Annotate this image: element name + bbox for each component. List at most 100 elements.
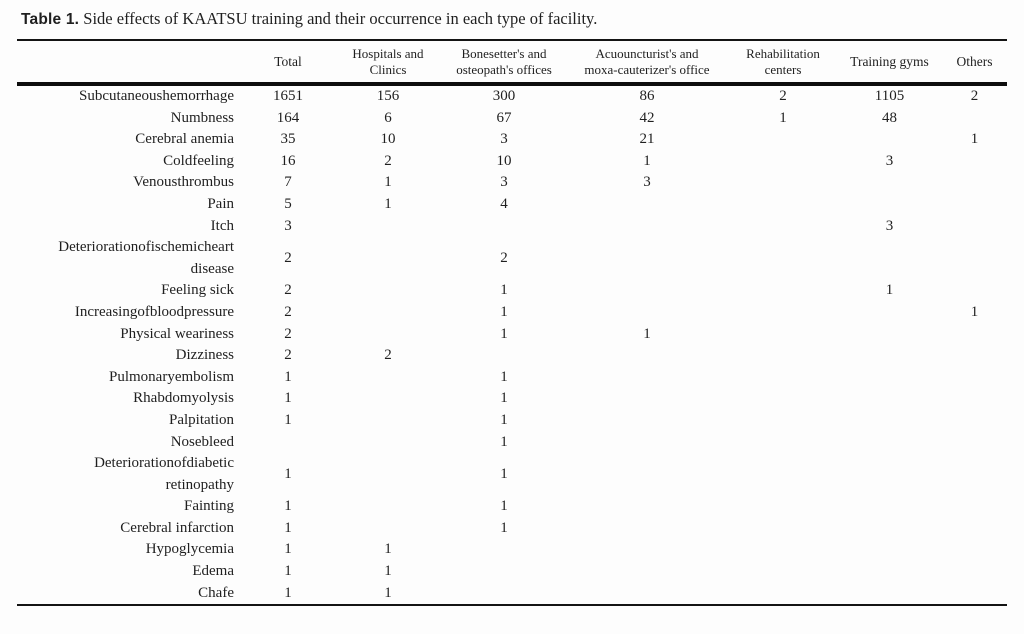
cell-value: 1105	[874, 88, 905, 104]
cell-value: 2	[779, 88, 787, 104]
cell-value	[837, 410, 942, 432]
row-label: Feeling sick	[161, 282, 234, 299]
cell-value: 1	[500, 498, 508, 515]
cell-value	[565, 237, 729, 280]
column-header-empty	[17, 40, 243, 84]
row-label: Subcutaneoushemorrhage	[79, 88, 234, 104]
column-header-bonesetters-osteopaths: Bonesetter's and osteopath's offices	[456, 46, 552, 77]
cell-value	[729, 583, 837, 606]
cell-value: 10	[496, 152, 512, 169]
table-body: Subcutaneoushemorrhage 1651 156 300 86 2 1105 2…	[17, 84, 1007, 606]
cell-value: 1	[284, 519, 292, 536]
cell-value	[942, 453, 1007, 496]
cell-value	[942, 583, 1007, 606]
cell-value	[565, 388, 729, 410]
cell-value	[443, 583, 565, 606]
cell-value	[837, 518, 942, 540]
cell-value: 1	[970, 131, 979, 148]
cell-value	[942, 345, 1007, 367]
side-effects-table: Total Hospitals and Clinics Bonesetter's…	[17, 39, 1007, 606]
table-row: Palpitation 1 1	[17, 410, 1007, 432]
cell-value	[837, 345, 942, 367]
cell-value: 2	[970, 88, 979, 104]
cell-value: 1	[970, 303, 979, 320]
cell-value: 1	[500, 303, 508, 320]
table-row: Pain 5 1 4	[17, 194, 1007, 216]
cell-value	[942, 172, 1007, 194]
table-row: Rhabdomyolysis 1 1	[17, 388, 1007, 410]
cell-value: 1	[500, 390, 508, 407]
row-label: Fainting	[183, 498, 234, 515]
cell-value	[333, 216, 443, 238]
cell-value	[729, 496, 837, 518]
cell-value: 2	[284, 303, 292, 320]
cell-value	[942, 539, 1007, 561]
cell-value	[942, 194, 1007, 216]
cell-value	[565, 518, 729, 540]
cell-value: 16	[280, 152, 296, 169]
cell-value	[333, 302, 443, 324]
cell-value	[837, 388, 942, 410]
cell-value: 7	[284, 174, 292, 191]
cell-value: 1	[384, 174, 392, 191]
column-header-others: Others	[956, 53, 993, 69]
cell-value: 1	[643, 152, 651, 169]
cell-value: 5	[284, 195, 292, 212]
cell-value	[565, 453, 729, 496]
cell-value	[565, 496, 729, 518]
cell-value: 1	[500, 282, 508, 299]
row-label: Coldfeeling	[163, 152, 234, 169]
cell-value	[942, 151, 1007, 173]
cell-value	[565, 539, 729, 561]
table-row: Edema 1 1	[17, 561, 1007, 583]
cell-value	[729, 129, 837, 151]
cell-value	[729, 539, 837, 561]
table-row: Nosebleed 1	[17, 432, 1007, 454]
cell-value	[837, 172, 942, 194]
cell-value: 3	[284, 217, 292, 234]
cell-value	[729, 561, 837, 583]
cell-value: 1	[284, 541, 292, 558]
column-header-rehabilitation-centers: Rehabilitation centers	[746, 46, 820, 77]
cell-value: 1	[284, 390, 292, 407]
table-row: Cerebral infarction 1 1	[17, 518, 1007, 540]
cell-value	[837, 129, 942, 151]
column-header-acupuncturists-moxa: Acuouncturist's and moxa-cauterizer's of…	[584, 46, 710, 77]
cell-value: 1	[284, 411, 292, 428]
cell-value	[565, 410, 729, 432]
cell-value: 1	[384, 195, 392, 212]
table-row: Numbness 164 6 67 42 1 48	[17, 108, 1007, 130]
table-caption-label: Table 1.	[21, 11, 80, 28]
cell-value: 1651	[273, 88, 303, 104]
row-label: Increasingofbloodpressure	[74, 303, 234, 320]
cell-value: 300	[492, 88, 516, 104]
cell-value	[565, 302, 729, 324]
cell-value: 2	[384, 152, 392, 169]
cell-value	[333, 280, 443, 302]
cell-value: 3	[643, 174, 651, 191]
row-label: Pain	[207, 195, 234, 212]
cell-value	[942, 280, 1007, 302]
cell-value	[729, 410, 837, 432]
cell-value	[729, 388, 837, 410]
cell-value	[443, 561, 565, 583]
table-row: Itch 3 3	[17, 216, 1007, 238]
cell-value	[942, 432, 1007, 454]
column-header-training-gyms: Training gyms	[850, 53, 929, 69]
cell-value: 3	[500, 131, 508, 148]
cell-value	[443, 216, 565, 238]
cell-value	[333, 388, 443, 410]
cell-value	[837, 302, 942, 324]
table-row: Deteriorationofdiabetic retinopathy 1 1	[17, 453, 1007, 496]
cell-value	[729, 216, 837, 238]
cell-value	[942, 410, 1007, 432]
cell-value	[837, 237, 942, 280]
cell-value: 86	[639, 88, 655, 104]
cell-value: 2	[284, 325, 292, 342]
cell-value	[729, 367, 837, 389]
cell-value: 1	[500, 433, 508, 450]
cell-value: 1	[284, 498, 292, 515]
table-row: Coldfeeling 16 2 10 1 3	[17, 151, 1007, 173]
row-label: Deteriorationofischemicheart disease	[58, 239, 234, 277]
